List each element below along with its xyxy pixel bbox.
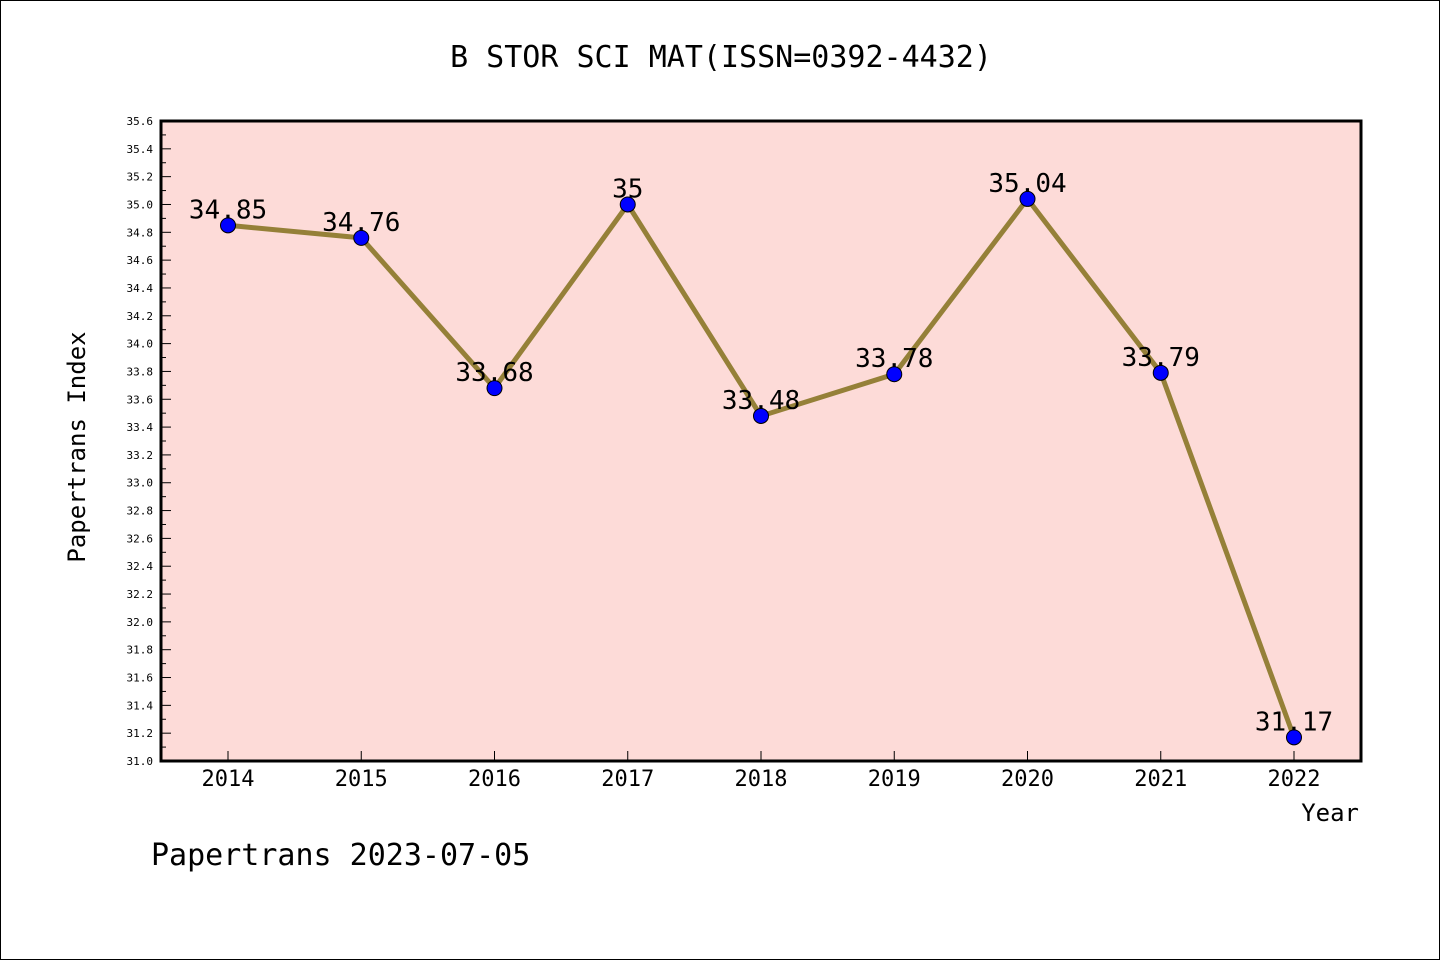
x-tick-label: 2016 <box>468 767 521 792</box>
y-tick-label: 32.6 <box>127 532 154 545</box>
y-tick-label: 33.4 <box>127 421 154 434</box>
y-axis-label: Papertrans Index <box>63 331 91 562</box>
x-tick-label: 2021 <box>1134 767 1187 792</box>
y-axis-ticks: 31.0 31.2 31.4 31.6 31.8 32.0 32.2 32.4 32.6 32.8… <box>127 115 171 768</box>
y-tick-label: 32.8 <box>127 505 154 518</box>
chart-title: B STOR SCI MAT(ISSN=0392-4432) <box>450 40 992 75</box>
y-tick-label: 31.4 <box>127 699 154 712</box>
data-point <box>1152 364 1169 381</box>
x-tick-label: 2015 <box>335 767 388 792</box>
data-label: 31.17 <box>1255 707 1333 737</box>
data-label: 33.79 <box>1122 343 1200 373</box>
data-label: 34.76 <box>322 208 400 238</box>
plot-area <box>159 119 1363 763</box>
data-label: 35.04 <box>988 169 1066 199</box>
y-tick-label: 35.6 <box>127 115 154 128</box>
y-tick-label: 32.0 <box>127 616 154 629</box>
data-point <box>886 366 903 383</box>
y-tick-label: 34.2 <box>127 310 154 323</box>
y-tick-label: 31.0 <box>127 755 154 768</box>
data-label: 33.68 <box>455 358 533 388</box>
x-tick-label: 2018 <box>735 767 788 792</box>
x-tick-label: 2022 <box>1268 767 1321 792</box>
y-tick-label: 32.4 <box>127 560 154 573</box>
data-label: 34.85 <box>189 195 267 225</box>
y-tick-label: 31.8 <box>127 644 154 657</box>
y-tick-label: 33.2 <box>127 449 154 462</box>
data-point <box>486 380 503 397</box>
x-axis-label: Year <box>1301 799 1359 827</box>
data-label: 33.78 <box>855 344 933 374</box>
data-point <box>1019 190 1036 207</box>
y-tick-label: 32.2 <box>127 588 154 601</box>
y-tick-label: 33.8 <box>127 365 154 378</box>
x-tick-label: 2014 <box>202 767 255 792</box>
y-tick-label: 31.2 <box>127 727 154 740</box>
data-label: 33.48 <box>722 386 800 416</box>
data-point <box>1286 729 1302 746</box>
y-tick-label: 31.6 <box>127 672 154 685</box>
y-tick-label: 35.4 <box>127 143 154 156</box>
y-tick-label: 35.2 <box>127 171 154 184</box>
y-tick-label: 33.0 <box>127 477 154 490</box>
x-axis-ticks: 2014 2015 2016 2017 2018 2019 2020 2021 2022 <box>202 751 1321 792</box>
y-tick-label: 34.4 <box>127 282 154 295</box>
y-tick-label: 33.6 <box>127 393 154 406</box>
y-tick-label: 34.6 <box>127 254 154 267</box>
x-tick-label: 2017 <box>601 767 654 792</box>
x-tick-label: 2019 <box>868 767 921 792</box>
data-point <box>220 217 236 234</box>
data-point <box>353 229 370 246</box>
data-point <box>753 407 769 424</box>
x-tick-label: 2020 <box>1001 767 1054 792</box>
data-label: 35 <box>612 174 643 204</box>
footer-date-stamp: Papertrans 2023-07-05 <box>151 838 530 873</box>
y-tick-label: 35.0 <box>127 198 154 211</box>
y-tick-label: 34.0 <box>127 338 154 351</box>
series-layer: 34.85 34.76 33.68 35 33.48 33.78 35.04 33.79 31.… <box>189 169 1333 746</box>
data-point <box>619 196 636 213</box>
y-tick-label: 34.8 <box>127 226 154 239</box>
